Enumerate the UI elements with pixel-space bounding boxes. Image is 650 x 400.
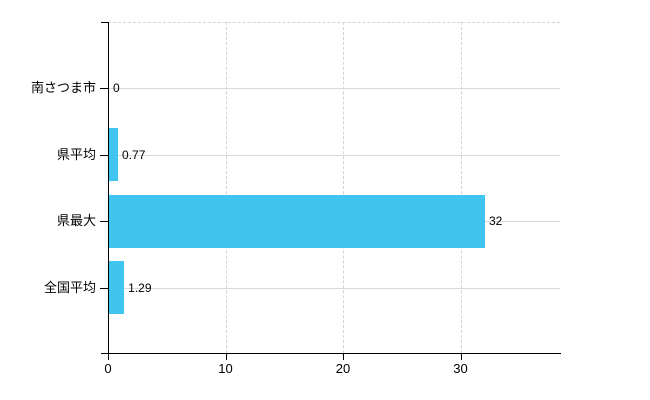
bar xyxy=(109,261,124,314)
y-axis xyxy=(108,22,109,353)
value-label: 1.29 xyxy=(128,280,152,295)
category-label: 南さつま市 xyxy=(30,80,96,95)
value-label: 32 xyxy=(489,214,503,228)
x-tick-mark xyxy=(225,354,227,360)
bar xyxy=(109,128,118,181)
value-label: 0.77 xyxy=(122,147,146,162)
category-label: 全国平均 xyxy=(43,279,96,295)
x-tick-mark xyxy=(108,354,109,360)
bar xyxy=(109,194,485,248)
y-tick-mark xyxy=(100,154,108,156)
x-tick-label: 30 xyxy=(453,361,468,376)
v-gridline xyxy=(460,22,462,353)
y-tick-mark xyxy=(100,88,108,89)
x-tick-label: 0 xyxy=(104,361,112,376)
x-tick-mark xyxy=(460,354,462,360)
y-tick-mark xyxy=(100,287,108,289)
value-label: 0 xyxy=(113,81,120,95)
x-tick-label: 20 xyxy=(335,361,351,376)
x-tick-mark xyxy=(343,354,344,360)
plot-top-gridline xyxy=(108,22,560,23)
category-label: 県平均 xyxy=(56,146,96,162)
v-gridline xyxy=(225,22,227,353)
x-axis xyxy=(101,353,561,354)
y-axis-top-tick xyxy=(101,22,108,23)
h-gridline xyxy=(108,154,560,156)
v-gridline xyxy=(343,22,344,353)
category-label: 県最大 xyxy=(56,213,96,228)
y-tick-mark xyxy=(100,221,108,222)
x-tick-label: 10 xyxy=(218,361,233,376)
h-gridline xyxy=(108,88,560,89)
h-gridline xyxy=(108,287,560,289)
